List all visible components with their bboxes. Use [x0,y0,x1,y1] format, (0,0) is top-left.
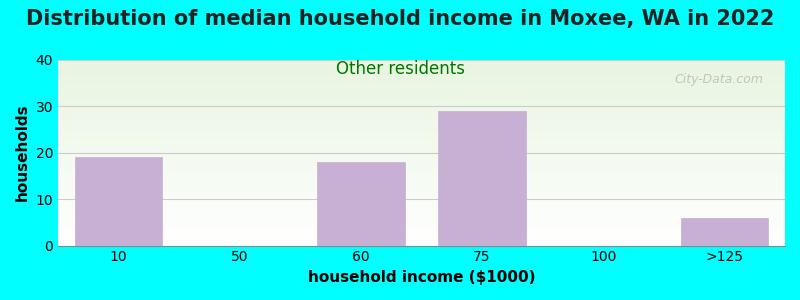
Bar [681,218,768,246]
X-axis label: household income ($1000): household income ($1000) [308,270,535,285]
Bar [438,111,526,246]
Text: Other residents: Other residents [335,60,465,78]
Text: City-Data.com: City-Data.com [674,73,763,85]
Y-axis label: households: households [15,104,30,201]
Bar [75,157,162,246]
Text: Distribution of median household income in Moxee, WA in 2022: Distribution of median household income … [26,9,774,29]
Bar [318,162,405,246]
